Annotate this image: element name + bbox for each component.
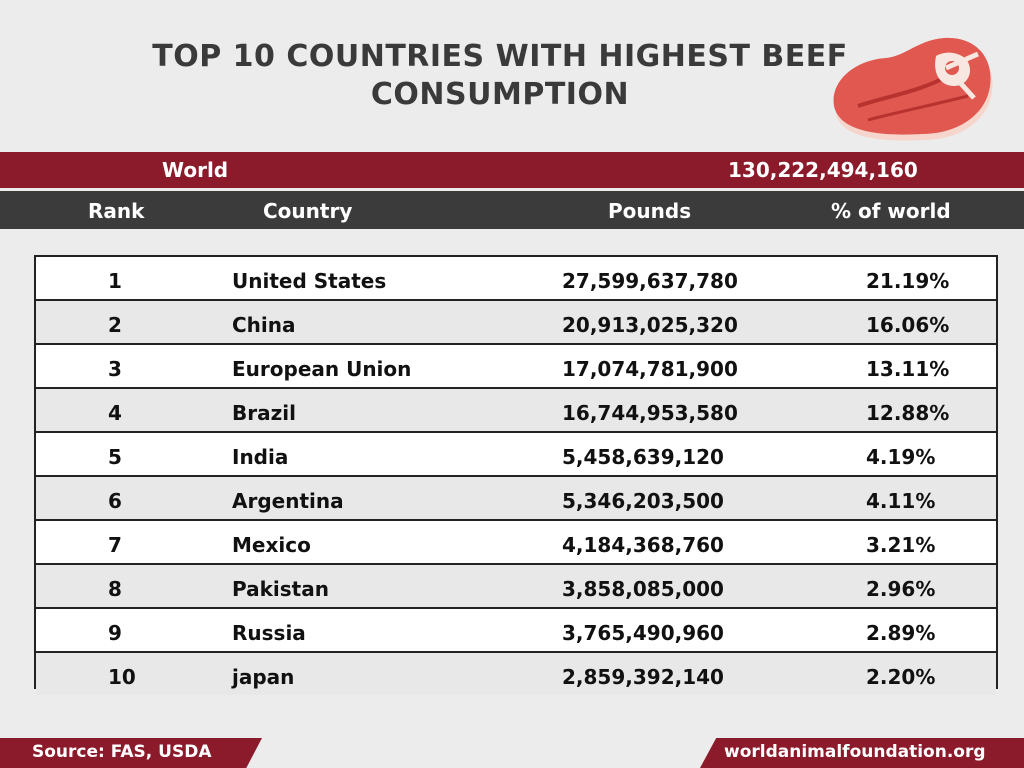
pct-cell: 13.11% — [866, 357, 950, 381]
country-cell: Brazil — [232, 401, 296, 425]
source-label: Source: FAS, USDA — [0, 738, 262, 768]
header-pct: % of world — [831, 199, 951, 223]
pct-cell: 12.88% — [866, 401, 950, 425]
country-cell: United States — [232, 269, 387, 293]
table-row: 10 japan 2,859,392,140 2.20% — [36, 653, 996, 695]
pct-cell: 2.20% — [866, 665, 936, 689]
pounds-cell: 4,184,368,760 — [562, 533, 724, 557]
rank-cell: 4 — [108, 401, 122, 425]
pct-cell: 21.19% — [866, 269, 950, 293]
pounds-cell: 27,599,637,780 — [562, 269, 738, 293]
header-rank: Rank — [88, 199, 145, 223]
pct-cell: 4.11% — [866, 489, 936, 513]
country-cell: japan — [232, 665, 295, 689]
table-row: 3 European Union 17,074,781,900 13.11% — [36, 345, 996, 389]
rank-cell: 9 — [108, 621, 122, 645]
consumption-table: 1 United States 27,599,637,780 21.19% 2 … — [34, 255, 998, 695]
pounds-cell: 20,913,025,320 — [562, 313, 738, 337]
pct-cell: 2.96% — [866, 577, 936, 601]
table-row: 6 Argentina 5,346,203,500 4.11% — [36, 477, 996, 521]
steak-icon — [833, 37, 993, 141]
pounds-cell: 17,074,781,900 — [562, 357, 738, 381]
pounds-cell: 5,346,203,500 — [562, 489, 724, 513]
country-cell: Mexico — [232, 533, 311, 557]
table-row: 7 Mexico 4,184,368,760 3.21% — [36, 521, 996, 565]
pounds-cell: 3,765,490,960 — [562, 621, 724, 645]
pct-cell: 2.89% — [866, 621, 936, 645]
table-row: 9 Russia 3,765,490,960 2.89% — [36, 609, 996, 653]
rank-cell: 1 — [108, 269, 122, 293]
rank-cell: 5 — [108, 445, 122, 469]
world-value: 130,222,494,160 — [728, 158, 918, 182]
country-cell: India — [232, 445, 289, 469]
country-cell: China — [232, 313, 296, 337]
rank-cell: 2 — [108, 313, 122, 337]
site-text[interactable]: worldanimalfoundation.org — [724, 742, 986, 762]
rank-cell: 8 — [108, 577, 122, 601]
table-row: 8 Pakistan 3,858,085,000 2.96% — [36, 565, 996, 609]
pounds-cell: 5,458,639,120 — [562, 445, 724, 469]
pct-cell: 3.21% — [866, 533, 936, 557]
header-pounds: Pounds — [608, 199, 692, 223]
rank-cell: 7 — [108, 533, 122, 557]
pounds-cell: 16,744,953,580 — [562, 401, 738, 425]
rank-cell: 10 — [108, 665, 136, 689]
pct-cell: 4.19% — [866, 445, 936, 469]
rank-cell: 3 — [108, 357, 122, 381]
source-text: Source: FAS, USDA — [32, 742, 212, 762]
country-cell: Argentina — [232, 489, 344, 513]
pounds-cell: 3,858,085,000 — [562, 577, 724, 601]
table-header: Rank Country Pounds % of world — [0, 191, 1024, 229]
country-cell: Russia — [232, 621, 306, 645]
site-link[interactable]: worldanimalfoundation.org — [700, 738, 1024, 768]
table-row: 1 United States 27,599,637,780 21.19% — [36, 257, 996, 301]
rank-cell: 6 — [108, 489, 122, 513]
table-row: 2 China 20,913,025,320 16.06% — [36, 301, 996, 345]
table-row: 5 India 5,458,639,120 4.19% — [36, 433, 996, 477]
pct-cell: 16.06% — [866, 313, 950, 337]
title-line-2: CONSUMPTION — [370, 77, 630, 112]
world-label: World — [162, 158, 229, 182]
country-cell: Pakistan — [232, 577, 329, 601]
header-country: Country — [263, 199, 353, 223]
title-line-1: TOP 10 COUNTRIES WITH HIGHEST BEEF — [152, 39, 848, 74]
pounds-cell: 2,859,392,140 — [562, 665, 724, 689]
country-cell: European Union — [232, 357, 412, 381]
page-title: TOP 10 COUNTRIES WITH HIGHEST BEEF CONSU… — [0, 38, 1000, 114]
world-total-bar: World 130,222,494,160 — [0, 152, 1024, 188]
table-row: 4 Brazil 16,744,953,580 12.88% — [36, 389, 996, 433]
